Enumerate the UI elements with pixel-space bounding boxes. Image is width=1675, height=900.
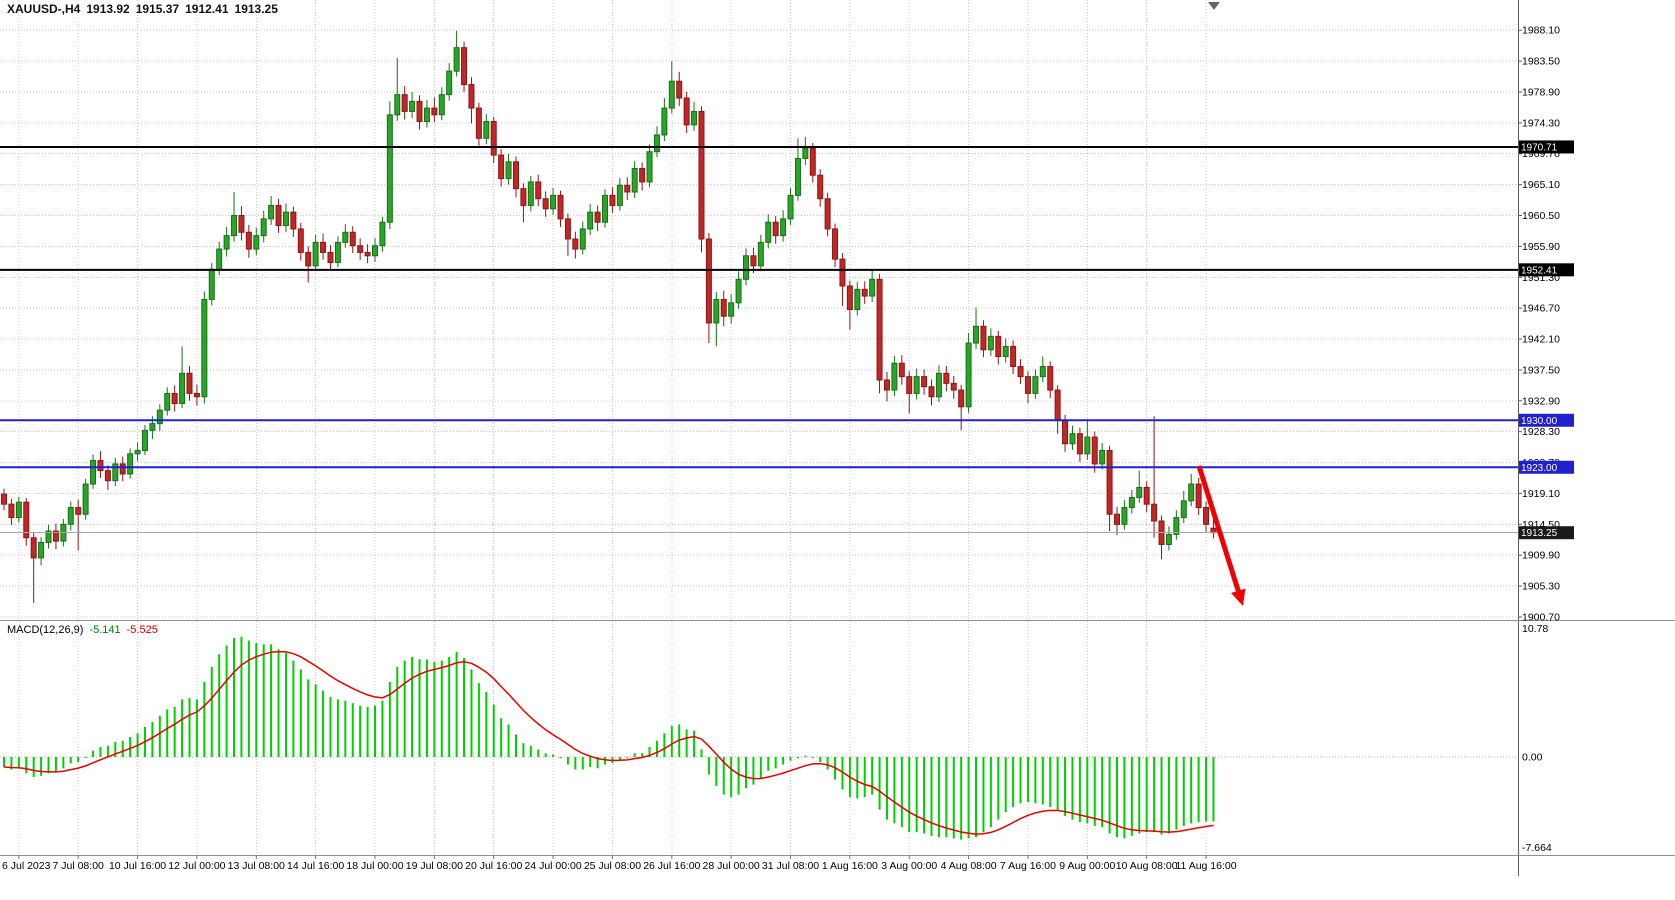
panel-borders: [0, 0, 1675, 876]
svg-text:1913.25: 1913.25: [1521, 528, 1558, 539]
svg-text:1970.71: 1970.71: [1521, 142, 1558, 153]
svg-text:20 Jul 16:00: 20 Jul 16:00: [465, 860, 522, 872]
chart-grid: [0, 0, 1518, 853]
quote-open: 1913.92: [86, 2, 130, 16]
svg-text:31 Jul 08:00: 31 Jul 08:00: [762, 860, 819, 872]
svg-text:4 Aug 08:00: 4 Aug 08:00: [941, 860, 997, 872]
svg-text:1919.10: 1919.10: [1522, 488, 1560, 500]
svg-text:1937.50: 1937.50: [1522, 364, 1560, 376]
svg-text:10.78: 10.78: [1522, 623, 1548, 635]
svg-text:1946.70: 1946.70: [1522, 303, 1560, 315]
svg-text:9 Aug 00:00: 9 Aug 00:00: [1059, 860, 1115, 872]
macd-signal-value: -5.525: [126, 624, 158, 636]
quote-high: 1915.37: [135, 2, 180, 16]
svg-text:12 Jul 00:00: 12 Jul 00:00: [168, 860, 225, 872]
svg-text:1960.50: 1960.50: [1522, 210, 1560, 222]
svg-text:1965.10: 1965.10: [1522, 179, 1560, 191]
symbol-timeframe: XAUUSD-,H4: [7, 2, 81, 16]
svg-text:1952.41: 1952.41: [1521, 265, 1558, 276]
svg-text:1923.00: 1923.00: [1521, 463, 1558, 474]
svg-text:7 Jul 08:00: 7 Jul 08:00: [53, 860, 105, 872]
svg-text:7 Aug 16:00: 7 Aug 16:00: [1000, 860, 1056, 872]
price-tag: [1519, 263, 1574, 277]
svg-text:1930.00: 1930.00: [1521, 416, 1558, 427]
symbol-ohlc-readout: XAUUSD-,H4 1913.92 1915.37 1912.41 1913.25: [7, 2, 284, 16]
svg-text:1 Aug 16:00: 1 Aug 16:00: [822, 860, 878, 872]
svg-text:19 Jul 08:00: 19 Jul 08:00: [406, 860, 463, 872]
price-tag: [1519, 140, 1574, 154]
svg-text:6 Jul 2023: 6 Jul 2023: [2, 860, 51, 872]
price-tags: 1970.71 1952.41 1930.00 1923.00 1913.25: [1519, 140, 1574, 540]
macd-indicator-label: MACD(12,26,9) -5.141 -5.525: [7, 624, 158, 636]
svg-text:1900.70: 1900.70: [1522, 611, 1560, 623]
svg-text:28 Jul 00:00: 28 Jul 00:00: [703, 860, 760, 872]
macd-name: MACD(12,26,9): [7, 624, 84, 636]
svg-text:1978.90: 1978.90: [1522, 86, 1560, 98]
quote-low: 1912.41: [185, 2, 229, 16]
svg-text:1983.50: 1983.50: [1522, 56, 1560, 68]
svg-text:24 Jul 00:00: 24 Jul 00:00: [524, 860, 581, 872]
svg-text:1955.90: 1955.90: [1522, 241, 1560, 253]
svg-text:14 Jul 16:00: 14 Jul 16:00: [287, 860, 344, 872]
svg-text:1988.10: 1988.10: [1522, 25, 1560, 37]
svg-text:1909.90: 1909.90: [1522, 550, 1560, 562]
svg-text:-7.664: -7.664: [1522, 842, 1552, 854]
svg-text:1942.10: 1942.10: [1522, 334, 1560, 346]
horizontal-lines[interactable]: [0, 145, 1518, 469]
svg-text:10 Jul 16:00: 10 Jul 16:00: [109, 860, 166, 872]
candlestick-series: [1, 30, 1217, 603]
svg-text:11 Aug 16:00: 11 Aug 16:00: [1175, 860, 1236, 872]
price-tag: [1519, 460, 1574, 474]
macd-scale[interactable]: 10.78 0.00 -7.664: [1522, 623, 1552, 854]
svg-text:1932.90: 1932.90: [1522, 395, 1560, 407]
svg-text:1974.30: 1974.30: [1522, 117, 1560, 129]
svg-text:3 Aug 00:00: 3 Aug 00:00: [881, 860, 937, 872]
macd-histogram: [3, 636, 1215, 840]
svg-text:1928.30: 1928.30: [1522, 426, 1560, 438]
trend-arrow[interactable]: [1196, 465, 1246, 606]
price-tag: [1519, 413, 1574, 427]
svg-text:26 Jul 16:00: 26 Jul 16:00: [643, 860, 700, 872]
svg-text:10 Aug 08:00: 10 Aug 08:00: [1116, 860, 1178, 872]
svg-text:13 Jul 08:00: 13 Jul 08:00: [228, 860, 285, 872]
time-axis[interactable]: 6 Jul 2023 7 Jul 08:00 10 Jul 16:00 12 Jul …: [2, 855, 1237, 872]
chart-shift-marker-icon: [1208, 2, 1220, 10]
macd-main-value: -5.141: [89, 624, 121, 636]
svg-text:1905.30: 1905.30: [1522, 581, 1560, 593]
quote-close: 1913.25: [234, 2, 278, 16]
svg-text:0.00: 0.00: [1522, 752, 1543, 764]
price-tag: [1519, 526, 1574, 540]
svg-text:18 Jul 00:00: 18 Jul 00:00: [346, 860, 403, 872]
svg-text:25 Jul 08:00: 25 Jul 08:00: [584, 860, 641, 872]
macd-signal-line: [3, 650, 1214, 835]
